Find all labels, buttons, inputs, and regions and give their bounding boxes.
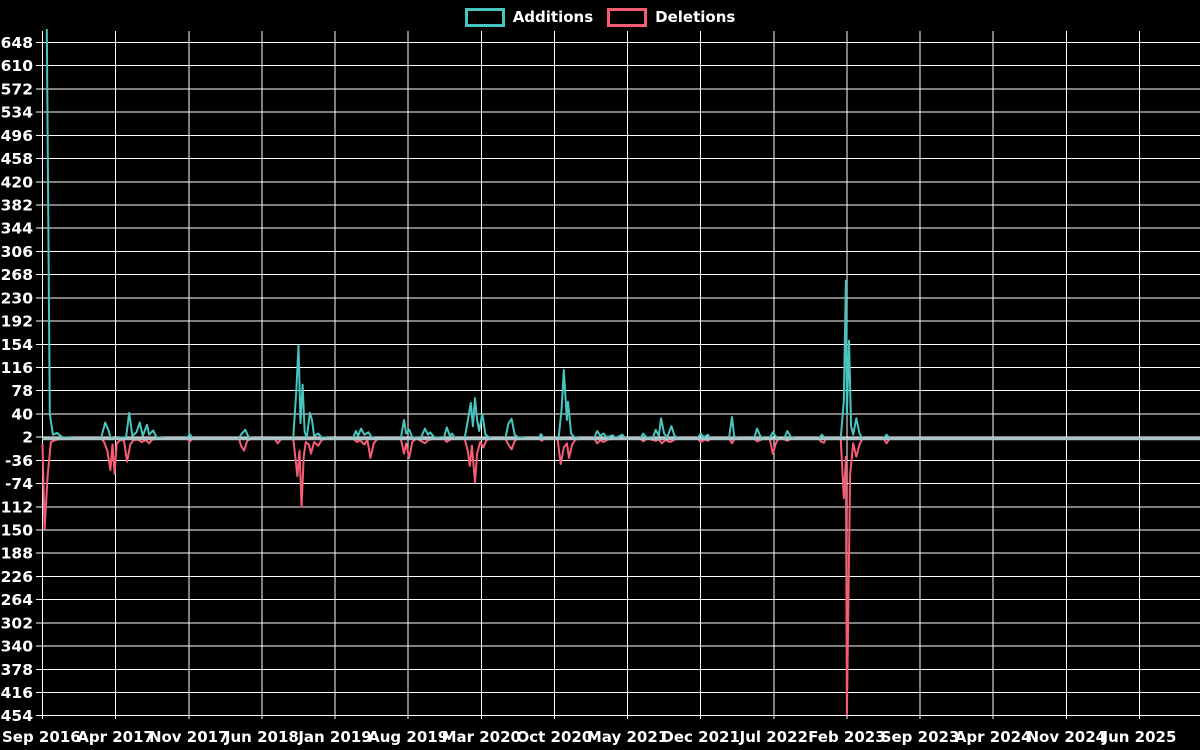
svg-text:Oct 2020: Oct 2020 (517, 728, 593, 746)
svg-text:40: 40 (11, 405, 33, 423)
legend-label-deletions: Deletions (655, 8, 736, 26)
svg-text:-454: -454 (0, 707, 33, 725)
svg-text:-340: -340 (0, 638, 33, 656)
legend-label-additions: Additions (512, 8, 594, 26)
svg-text:-226: -226 (0, 568, 33, 586)
svg-text:Dec 2021: Dec 2021 (661, 728, 740, 746)
additions-swatch-icon (464, 7, 505, 27)
svg-text:-150: -150 (0, 522, 33, 540)
svg-text:Nov 2017: Nov 2017 (149, 728, 229, 746)
svg-text:Sep 2023: Sep 2023 (881, 728, 960, 746)
svg-text:Apr 2024: Apr 2024 (955, 728, 1032, 746)
svg-text:Feb 2023: Feb 2023 (808, 728, 886, 746)
svg-text:Nov 2024: Nov 2024 (1027, 728, 1107, 746)
svg-text:Apr 2017: Apr 2017 (77, 728, 154, 746)
svg-text:382: 382 (1, 197, 33, 215)
chart-legend: Additions Deletions (0, 7, 1200, 27)
svg-text:116: 116 (1, 359, 33, 377)
svg-text:268: 268 (1, 266, 33, 284)
additions-series-line (45, 29, 1200, 440)
legend-item-additions[interactable]: Additions (464, 7, 594, 27)
svg-text:-302: -302 (0, 614, 33, 632)
svg-text:May 2021: May 2021 (587, 728, 668, 746)
legend-item-deletions[interactable]: Deletions (607, 7, 735, 27)
svg-text:-74: -74 (5, 475, 33, 493)
svg-text:230: 230 (1, 289, 34, 307)
svg-text:458: 458 (1, 150, 33, 168)
svg-text:78: 78 (11, 382, 33, 400)
svg-text:2: 2 (22, 429, 33, 447)
svg-text:420: 420 (1, 173, 34, 191)
svg-text:496: 496 (1, 127, 33, 145)
svg-text:Aug 2019: Aug 2019 (368, 728, 448, 746)
svg-text:-378: -378 (0, 661, 33, 679)
svg-text:-416: -416 (0, 684, 33, 702)
svg-text:Sep 2016: Sep 2016 (2, 728, 81, 746)
svg-text:648: 648 (1, 34, 33, 52)
svg-text:610: 610 (1, 57, 34, 75)
svg-text:Jul 2022: Jul 2022 (739, 728, 808, 746)
deletions-swatch-icon (607, 7, 648, 27)
svg-text:344: 344 (1, 220, 34, 238)
svg-text:Jun 2025: Jun 2025 (1101, 728, 1176, 746)
svg-text:306: 306 (1, 243, 33, 261)
svg-text:154: 154 (1, 336, 34, 354)
svg-text:Mar 2020: Mar 2020 (442, 728, 521, 746)
svg-text:Jan 2019: Jan 2019 (297, 728, 371, 746)
svg-text:192: 192 (1, 313, 33, 331)
grid-lines (36, 31, 1200, 719)
svg-text:-36: -36 (5, 452, 33, 470)
svg-text:-112: -112 (0, 498, 33, 516)
svg-text:Jun 2018: Jun 2018 (224, 728, 299, 746)
svg-text:572: 572 (1, 80, 33, 98)
svg-text:-188: -188 (0, 545, 33, 563)
svg-text:-264: -264 (0, 591, 33, 609)
y-axis-labels: 648 610 572 534 496 458 420 382 344 306 268 230 192 1… (0, 34, 33, 725)
svg-text:534: 534 (1, 104, 34, 122)
